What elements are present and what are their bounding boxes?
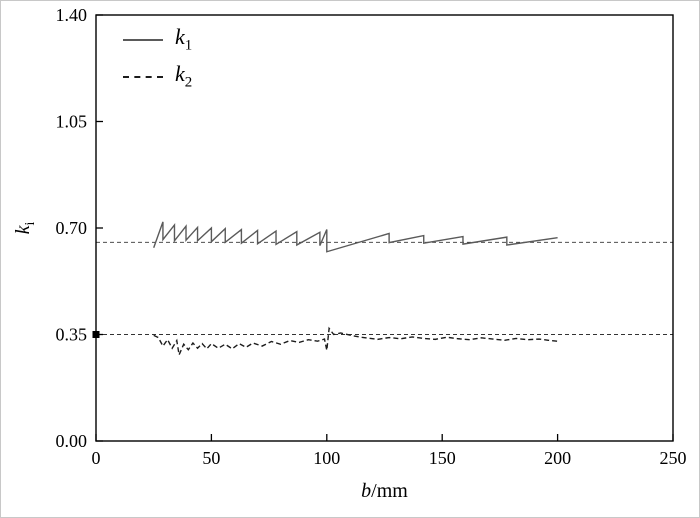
x-axis-label-rest: /mm — [371, 480, 408, 502]
y-axis-label-base: k — [12, 225, 34, 235]
legend-item-k1: k1 — [123, 25, 192, 55]
svg-text:150: 150 — [429, 448, 456, 468]
legend-item-k2: k2 — [123, 62, 192, 92]
legend-k2-sub: 2 — [184, 74, 193, 91]
legend-k1-sub: 1 — [184, 37, 193, 54]
y-axis-label-sub: i — [22, 221, 37, 226]
svg-text:250: 250 — [660, 448, 687, 468]
svg-text:0.70: 0.70 — [56, 218, 88, 238]
svg-text:0: 0 — [92, 448, 101, 468]
svg-text:1.40: 1.40 — [56, 5, 88, 25]
svg-text:50: 50 — [202, 448, 220, 468]
x-axis-label: b/mm — [96, 480, 673, 503]
x-axis-label-italic: b — [361, 480, 372, 502]
svg-text:100: 100 — [313, 448, 340, 468]
k1-line-sample — [123, 39, 163, 41]
svg-text:200: 200 — [544, 448, 571, 468]
svg-text:0.35: 0.35 — [56, 325, 88, 345]
y-axis-label: ki — [12, 222, 38, 235]
k2-line-sample — [123, 76, 163, 78]
legend-k1-base: k — [175, 24, 185, 50]
legend-label-k1: k1 — [175, 26, 192, 53]
svg-text:0.00: 0.00 — [56, 431, 88, 451]
legend-label-k2: k2 — [175, 63, 192, 90]
legend: k1 k2 — [123, 25, 192, 92]
legend-k2-base: k — [175, 61, 185, 87]
svg-text:1.05: 1.05 — [56, 112, 88, 132]
